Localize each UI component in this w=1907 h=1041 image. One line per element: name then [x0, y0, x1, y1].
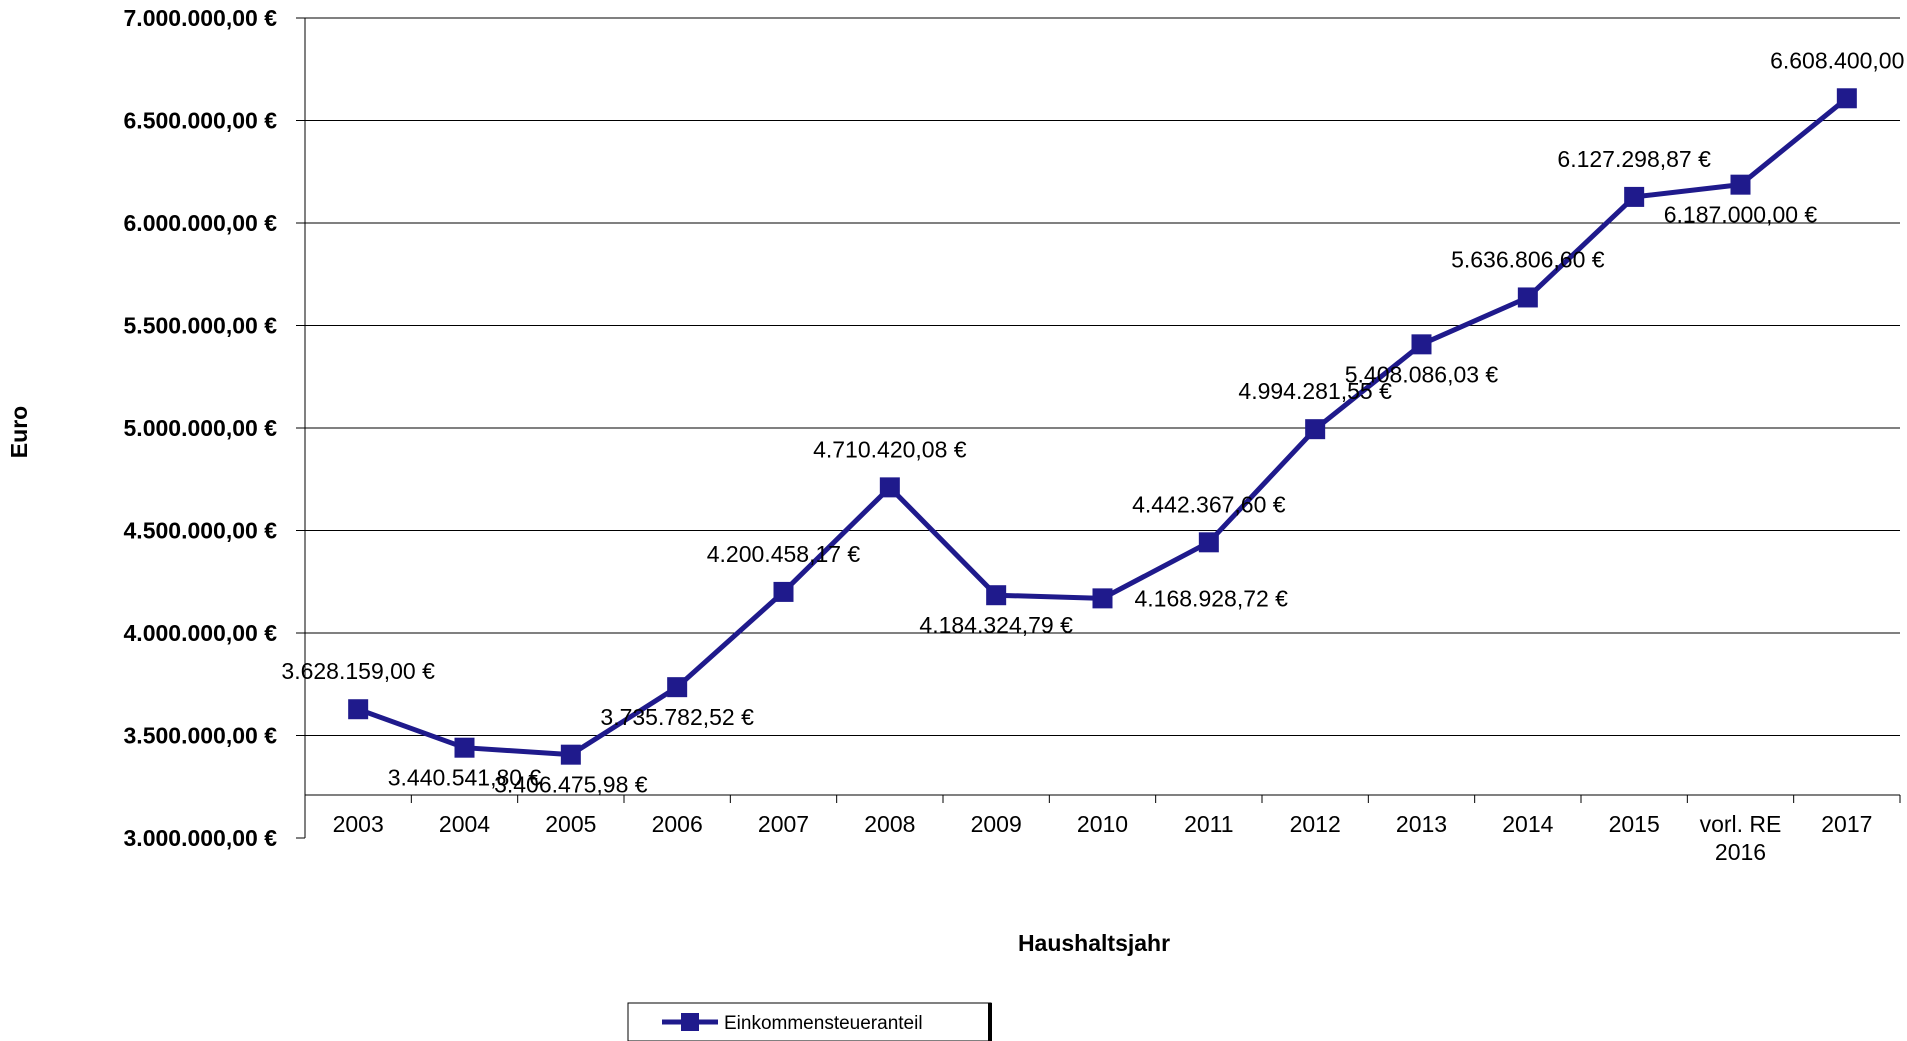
data-point-marker	[879, 477, 900, 498]
axes	[296, 17, 1901, 839]
data-label: 3.406.475,98 €	[494, 772, 648, 798]
x-tick-label: 2013	[1396, 811, 1447, 837]
data-label: 4.710.420,08 €	[813, 436, 967, 462]
data-point-marker	[1411, 334, 1432, 355]
data-point-marker	[1730, 174, 1751, 195]
x-tick-label: 2009	[971, 811, 1022, 837]
x-tick-label: 2008	[864, 811, 915, 837]
y-tick-label: 3.500.000,00 €	[124, 723, 278, 749]
data-point-marker	[773, 581, 794, 602]
data-label: 6.608.400,00 €	[1770, 47, 1907, 73]
data-label: 4.184.324,79 €	[919, 612, 1073, 638]
y-tick-label: 5.000.000,00 €	[124, 415, 278, 441]
data-label: 3.628.159,00 €	[281, 658, 435, 684]
x-axis-title: Haushaltsjahr	[1018, 930, 1170, 956]
x-tick-label: 2014	[1502, 811, 1553, 837]
data-label: 4.200.458,17 €	[707, 541, 861, 567]
x-tick-label: 2017	[1821, 811, 1872, 837]
data-point-marker	[1624, 186, 1645, 207]
data-labels: 3.628.159,00 € 3.440.541,80 €3.406.475,98…	[281, 47, 1907, 797]
data-point-marker	[454, 737, 475, 758]
x-tick-label: 2005	[545, 811, 596, 837]
data-point-marker	[1517, 287, 1538, 308]
data-label: 6.127.298,87 €	[1557, 146, 1711, 172]
data-label: 4.168.928,72 €	[1135, 585, 1289, 611]
y-tick-label: 5.500.000,00 €	[124, 313, 278, 339]
x-tick-label: 2007	[758, 811, 809, 837]
y-axis-title: Euro	[6, 406, 32, 458]
x-tick-labels: 2003 2004 2005 2006 2007 2008 2009 2010 2011 2012…	[333, 811, 1873, 865]
data-point-marker	[667, 677, 688, 698]
gridlines	[305, 17, 1900, 736]
data-label: 4.994.281,55 €	[1238, 378, 1392, 404]
x-tick-label: 2004	[439, 811, 490, 837]
legend-series-marker	[681, 1013, 699, 1031]
x-tick-label: 2011	[1184, 811, 1233, 837]
legend-series-label: Einkommensteueranteil	[724, 1013, 923, 1034]
x-tick-label: 2015	[1609, 811, 1660, 837]
data-point-marker	[1305, 419, 1326, 440]
y-tick-label: 6.500.000,00 €	[124, 108, 278, 134]
x-tick-label: vorl. RE 2016	[1700, 811, 1782, 865]
data-label: 6.187.000,00 €	[1664, 202, 1818, 228]
x-tick-label: 2012	[1290, 811, 1341, 837]
series-group	[348, 88, 1857, 765]
x-tick-label: 2003	[333, 811, 384, 837]
y-tick-label: 4.500.000,00 €	[124, 518, 278, 544]
data-label: 5.408.086,03 €	[1345, 361, 1499, 387]
legend-box	[627, 1002, 992, 1041]
data-point-marker	[348, 699, 369, 720]
y-tick-label: 3.000.000,00 €	[124, 825, 278, 851]
data-point-marker	[986, 585, 1007, 606]
data-point-marker	[1836, 88, 1857, 109]
data-point-marker	[1198, 532, 1219, 553]
data-point-marker	[1092, 588, 1113, 609]
y-tick-label: 6.000.000,00 €	[124, 210, 278, 236]
y-tick-label: 4.000.000,00 €	[124, 620, 278, 646]
data-label: 5.636.806,60 €	[1451, 246, 1605, 272]
legend-shadow	[988, 1003, 992, 1041]
y-tick-labels: 3.000.000,00 € 3.500.000,00 € 4.000.000,00…	[124, 5, 278, 851]
series-line	[357, 96, 1849, 758]
data-point-marker	[560, 744, 581, 765]
x-tick-label: 2010	[1077, 811, 1128, 837]
data-label: 3.735.782,52 €	[600, 704, 754, 730]
legend: Einkommensteueranteil	[627, 1002, 992, 1041]
x-tick-label: 2006	[652, 811, 703, 837]
data-label: 4.442.367,60 €	[1132, 491, 1286, 517]
data-label: 3.440.541,80 €	[388, 765, 542, 791]
y-tick-label: 7.000.000,00 €	[124, 5, 278, 31]
